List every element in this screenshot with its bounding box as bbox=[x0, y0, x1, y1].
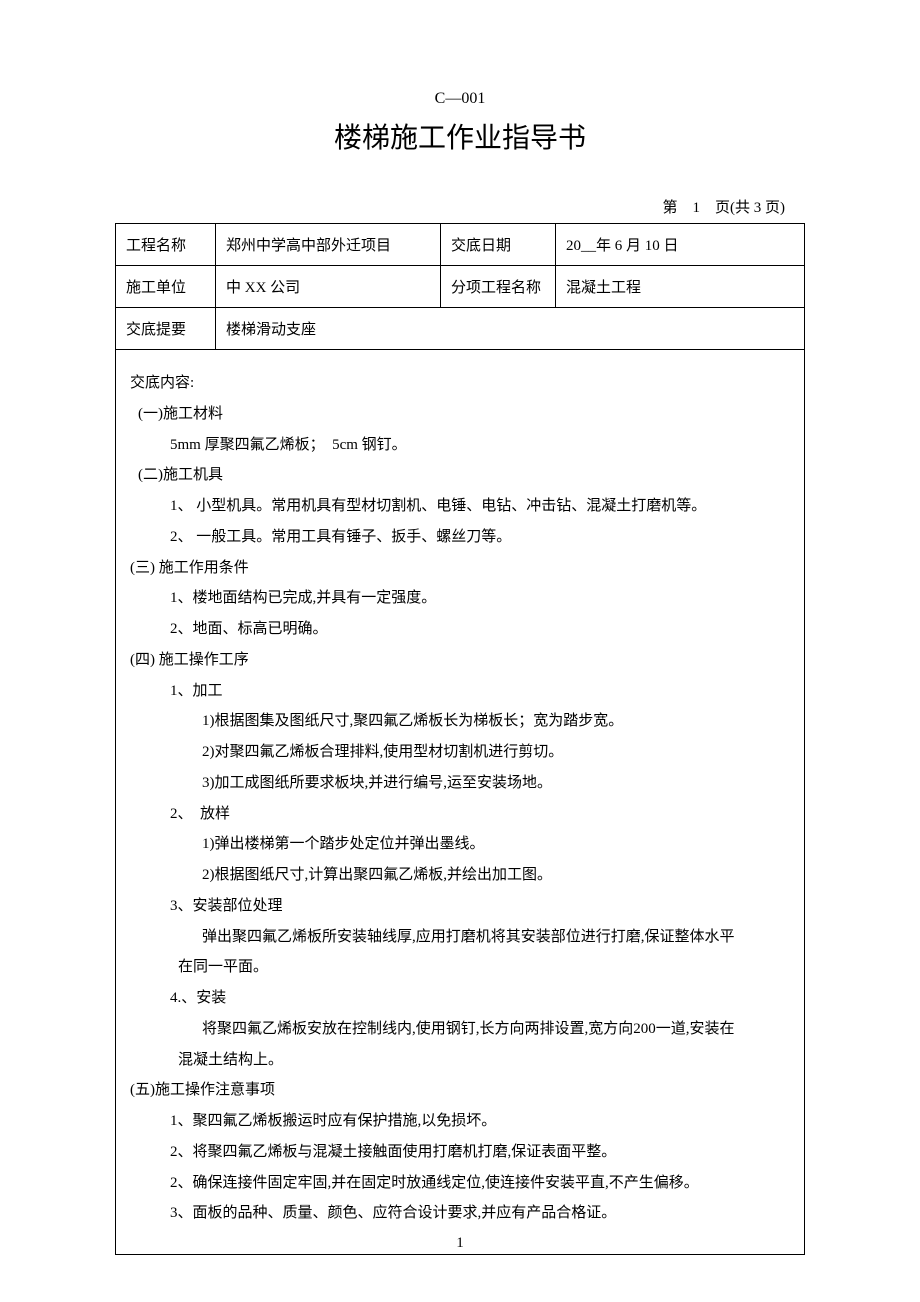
content-line: 混凝土结构上。 bbox=[130, 1045, 790, 1076]
date-value: 20__年 6 月 10 日 bbox=[556, 224, 805, 266]
summary-label: 交底提要 bbox=[116, 308, 216, 350]
content-line: 3)加工成图纸所要求板块,并进行编号,运至安装场地。 bbox=[130, 768, 790, 799]
unit-label: 施工单位 bbox=[116, 266, 216, 308]
section-4-title: (四) 施工操作工序 bbox=[130, 645, 790, 676]
page-indicator: 第 1 页(共 3 页) bbox=[115, 196, 805, 217]
subproject-label: 分项工程名称 bbox=[441, 266, 556, 308]
document-title: 楼梯施工作业指导书 bbox=[115, 116, 805, 156]
page-number: 1 bbox=[0, 1235, 920, 1252]
project-name-value: 郑州中学高中部外迁项目 bbox=[216, 224, 441, 266]
unit-value: 中 XX 公司 bbox=[216, 266, 441, 308]
content-line: 2、 一般工具。常用工具有锤子、扳手、螺丝刀等。 bbox=[130, 522, 790, 553]
content-heading: 交底内容: bbox=[130, 368, 790, 399]
table-row: 施工单位 中 XX 公司 分项工程名称 混凝土工程 bbox=[116, 266, 805, 308]
section-3-title: (三) 施工作用条件 bbox=[130, 553, 790, 584]
content-line: 2)对聚四氟乙烯板合理排料,使用型材切割机进行剪切。 bbox=[130, 737, 790, 768]
content-line: 1、 小型机具。常用机具有型材切割机、电锤、电钻、冲击钻、混凝土打磨机等。 bbox=[130, 491, 790, 522]
content-line: 1、聚四氟乙烯板搬运时应有保护措施,以免损坏。 bbox=[130, 1106, 790, 1137]
content-line: 3、安装部位处理 bbox=[130, 891, 790, 922]
table-row: 工程名称 郑州中学高中部外迁项目 交底日期 20__年 6 月 10 日 bbox=[116, 224, 805, 266]
content-line: 2、将聚四氟乙烯板与混凝土接触面使用打磨机打磨,保证表面平整。 bbox=[130, 1137, 790, 1168]
project-name-label: 工程名称 bbox=[116, 224, 216, 266]
content-line: 1)根据图集及图纸尺寸,聚四氟乙烯板长为梯板长；宽为踏步宽。 bbox=[130, 706, 790, 737]
summary-value: 楼梯滑动支座 bbox=[216, 308, 805, 350]
content-line: 3、面板的品种、质量、颜色、应符合设计要求,并应有产品合格证。 bbox=[130, 1198, 790, 1229]
content-line: 在同一平面。 bbox=[130, 952, 790, 983]
subproject-value: 混凝土工程 bbox=[556, 266, 805, 308]
content-line: 5mm 厚聚四氟乙烯板； 5cm 钢钉。 bbox=[130, 430, 790, 461]
content-line: 弹出聚四氟乙烯板所安装轴线厚,应用打磨机将其安装部位进行打磨,保证整体水平 bbox=[130, 922, 790, 953]
content-line: 1、加工 bbox=[130, 676, 790, 707]
date-label: 交底日期 bbox=[441, 224, 556, 266]
content-box: 交底内容: (一)施工材料 5mm 厚聚四氟乙烯板； 5cm 钢钉。 (二)施工… bbox=[115, 350, 805, 1255]
content-line: 2、确保连接件固定牢固,并在固定时放通线定位,使连接件安装平直,不产生偏移。 bbox=[130, 1168, 790, 1199]
section-2-title: (二)施工机具 bbox=[130, 460, 790, 491]
content-line: 1、楼地面结构已完成,并具有一定强度。 bbox=[130, 583, 790, 614]
document-code: C—001 bbox=[115, 90, 805, 108]
info-table: 工程名称 郑州中学高中部外迁项目 交底日期 20__年 6 月 10 日 施工单… bbox=[115, 223, 805, 350]
content-line: 4.、安装 bbox=[130, 983, 790, 1014]
section-1-title: (一)施工材料 bbox=[130, 399, 790, 430]
content-line: 2、地面、标高已明确。 bbox=[130, 614, 790, 645]
table-row: 交底提要 楼梯滑动支座 bbox=[116, 308, 805, 350]
content-line: 2)根据图纸尺寸,计算出聚四氟乙烯板,并绘出加工图。 bbox=[130, 860, 790, 891]
content-line: 将聚四氟乙烯板安放在控制线内,使用钢钉,长方向两排设置,宽方向200一道,安装在 bbox=[130, 1014, 790, 1045]
content-line: 1)弹出楼梯第一个踏步处定位并弹出墨线。 bbox=[130, 829, 790, 860]
section-5-title: (五)施工操作注意事项 bbox=[130, 1075, 790, 1106]
content-line: 2、 放样 bbox=[130, 799, 790, 830]
